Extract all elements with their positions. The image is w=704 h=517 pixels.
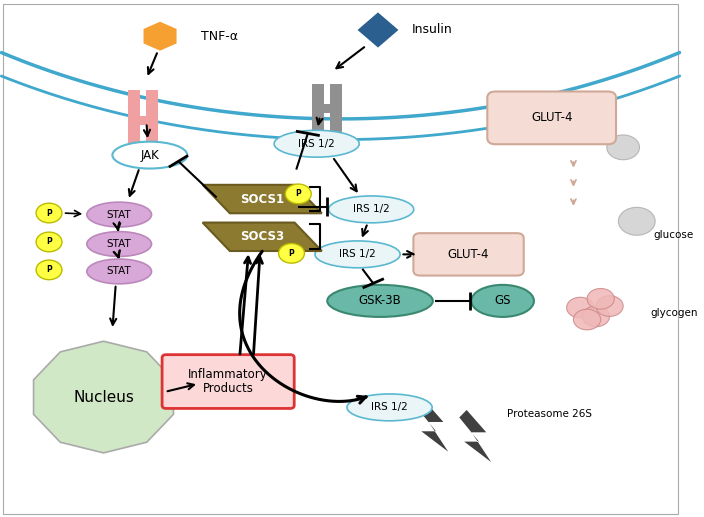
Polygon shape [329,84,342,146]
Text: P: P [46,265,52,275]
Text: Inflammatory: Inflammatory [188,368,268,382]
Text: glycogen: glycogen [650,308,698,318]
FancyBboxPatch shape [162,355,294,408]
Text: STAT: STAT [107,209,132,220]
Circle shape [279,244,304,263]
Text: Products: Products [203,382,253,396]
Polygon shape [312,104,342,113]
Polygon shape [459,410,491,462]
Circle shape [36,260,62,280]
Polygon shape [128,90,140,160]
FancyBboxPatch shape [413,233,524,276]
Text: IRS 1/2: IRS 1/2 [298,139,335,149]
Polygon shape [144,22,177,51]
Text: Nucleus: Nucleus [73,389,134,405]
Polygon shape [203,185,322,213]
Circle shape [567,297,594,318]
Circle shape [587,288,615,309]
Text: STAT: STAT [107,239,132,249]
Text: IRS 1/2: IRS 1/2 [339,249,376,260]
Text: GLUT-4: GLUT-4 [531,111,572,125]
Text: SOCS1: SOCS1 [240,192,284,206]
Circle shape [36,203,62,223]
FancyBboxPatch shape [487,92,616,144]
Polygon shape [416,400,448,452]
Text: P: P [296,189,301,199]
Text: Proteasome 26S: Proteasome 26S [508,408,592,419]
Ellipse shape [327,285,433,317]
Circle shape [574,309,601,330]
Text: IRS 1/2: IRS 1/2 [371,402,408,413]
Ellipse shape [347,394,432,421]
Text: GSK-3B: GSK-3B [358,294,401,308]
Circle shape [596,296,623,316]
Circle shape [36,232,62,252]
Text: IRS 1/2: IRS 1/2 [353,204,389,215]
Ellipse shape [329,196,414,223]
Polygon shape [203,222,322,251]
Circle shape [618,207,655,235]
Polygon shape [128,116,158,125]
Ellipse shape [113,142,187,169]
Ellipse shape [87,202,151,227]
Polygon shape [358,12,398,48]
Polygon shape [312,84,324,146]
Ellipse shape [87,259,151,284]
Text: P: P [46,208,52,218]
Ellipse shape [274,130,359,157]
Text: SOCS3: SOCS3 [240,230,284,244]
Ellipse shape [471,285,534,317]
Text: P: P [289,249,294,258]
Polygon shape [146,90,158,160]
Circle shape [607,135,639,160]
Text: TNF-α: TNF-α [201,29,238,43]
Text: JAK: JAK [141,148,159,162]
Ellipse shape [315,241,400,268]
Text: P: P [46,237,52,247]
Text: Insulin: Insulin [412,23,453,37]
Circle shape [582,306,610,327]
Ellipse shape [87,232,151,256]
Circle shape [285,184,311,204]
Text: STAT: STAT [107,266,132,277]
Text: glucose: glucose [654,230,694,240]
Text: GS: GS [494,294,511,308]
Text: GLUT-4: GLUT-4 [448,248,489,261]
